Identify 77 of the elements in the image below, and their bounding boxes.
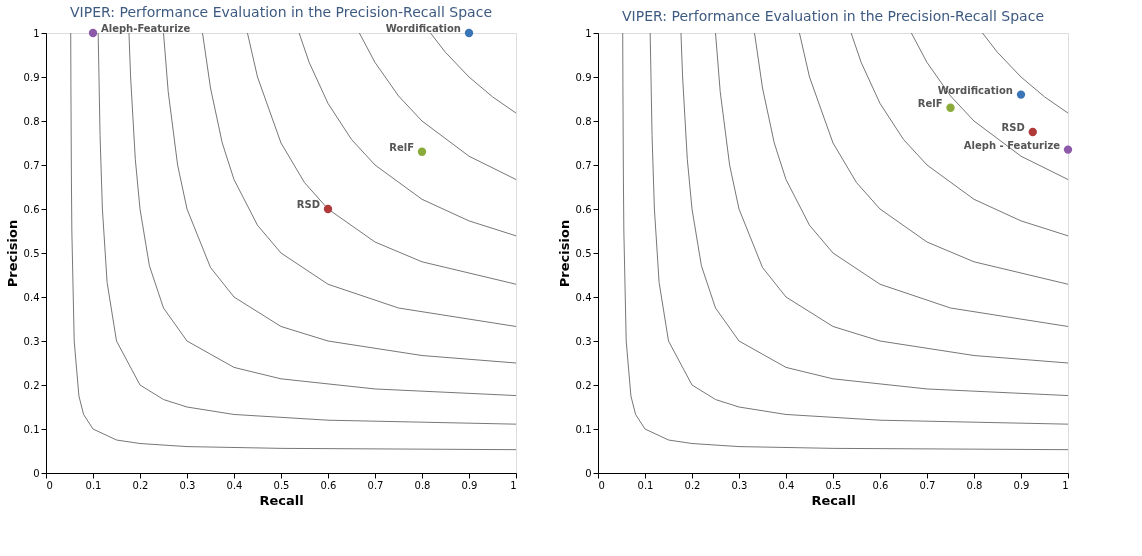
x-tick-label: 1 xyxy=(510,479,517,491)
x-tick-label: 0.1 xyxy=(85,479,102,491)
chart-title: VIPER: Performance Evaluation in the Precision-Recall Space xyxy=(622,8,1044,24)
y-tick-label: 0 xyxy=(585,467,592,479)
y-tick-label: 0.4 xyxy=(23,291,40,303)
y-tick-label: 0 xyxy=(33,467,40,479)
line-series xyxy=(910,33,1068,181)
line-series xyxy=(358,33,516,181)
y-tick-label: 0.8 xyxy=(575,115,592,127)
x-tick-label: 0.4 xyxy=(778,479,795,491)
y-tick-label: 1 xyxy=(585,27,592,39)
series-label: Wordification xyxy=(385,23,461,34)
y-tick-label: 0.5 xyxy=(23,247,40,259)
line-series xyxy=(298,33,516,237)
x-tick-label: 0 xyxy=(598,479,605,491)
point xyxy=(946,103,955,112)
y-tick-label: 0.7 xyxy=(23,159,40,171)
series-label: RelF xyxy=(917,97,943,109)
x-tick-label: 0.8 xyxy=(414,479,431,491)
x-tick-label: 0.3 xyxy=(179,479,196,491)
series-label: Wordification xyxy=(937,84,1013,96)
series-label: Aleph - Featurize xyxy=(963,139,1061,151)
x-tick-label: 1 xyxy=(1062,479,1069,491)
x-tick-label: 0.3 xyxy=(731,479,748,491)
y-tick-label: 0.8 xyxy=(23,115,40,127)
series-label: RelF xyxy=(389,141,414,153)
line-series xyxy=(754,33,1068,327)
line-series xyxy=(163,33,516,364)
y-tick-label: 0.2 xyxy=(23,379,40,391)
y-tick-label: 0.6 xyxy=(575,203,592,215)
line-series xyxy=(715,33,1068,364)
x-axis-title: Recall xyxy=(259,492,304,508)
series-label: Aleph-Featurize xyxy=(101,23,191,34)
point xyxy=(1063,145,1073,154)
y-axis-title: Precision xyxy=(556,219,572,288)
x-tick-label: 0.2 xyxy=(684,479,701,491)
y-tick-label: 0.4 xyxy=(575,291,592,303)
y-tick-label: 0.6 xyxy=(23,203,40,215)
point xyxy=(1016,90,1026,99)
y-tick-label: 1 xyxy=(33,27,40,39)
point xyxy=(464,28,474,38)
point xyxy=(417,147,427,156)
y-tick-label: 0.3 xyxy=(23,335,40,347)
x-tick-label: 0 xyxy=(46,479,53,491)
x-tick-label: 0.8 xyxy=(966,479,983,491)
x-tick-label: 0.7 xyxy=(919,479,936,491)
chart-title: VIPER: Performance Evaluation in the Precision-Recall Space xyxy=(70,4,492,20)
line-series xyxy=(246,33,516,285)
y-axis-title: Precision xyxy=(4,219,20,288)
y-tick-label: 0.1 xyxy=(575,423,592,435)
point xyxy=(88,28,98,38)
y-tick-label: 0.2 xyxy=(575,379,592,391)
line-series xyxy=(798,33,1068,285)
y-tick-label: 0.5 xyxy=(575,247,592,259)
point xyxy=(323,204,333,214)
line-series xyxy=(202,33,516,327)
x-tick-label: 0.6 xyxy=(320,479,337,491)
y-tick-label: 0.1 xyxy=(23,423,40,435)
series-label: RSD xyxy=(296,199,320,210)
y-tick-label: 0.9 xyxy=(575,71,592,83)
y-tick-label: 0.9 xyxy=(23,71,40,83)
x-tick-label: 0.9 xyxy=(461,479,478,491)
point xyxy=(1028,127,1037,137)
x-tick-label: 0.7 xyxy=(367,479,384,491)
x-tick-label: 0.1 xyxy=(637,479,654,491)
x-axis-title: Recall xyxy=(811,492,856,508)
y-tick-label: 0.3 xyxy=(575,335,592,347)
line-series xyxy=(850,33,1068,237)
x-tick-label: 0.5 xyxy=(273,479,290,491)
x-tick-label: 0.6 xyxy=(872,479,889,491)
x-tick-label: 0.9 xyxy=(1013,479,1030,491)
line-series xyxy=(429,33,516,114)
y-tick-label: 0.7 xyxy=(575,159,592,171)
x-tick-label: 0.5 xyxy=(825,479,842,491)
x-tick-label: 0.4 xyxy=(226,479,243,491)
series-label: RSD xyxy=(1001,122,1025,133)
x-tick-label: 0.2 xyxy=(132,479,149,491)
